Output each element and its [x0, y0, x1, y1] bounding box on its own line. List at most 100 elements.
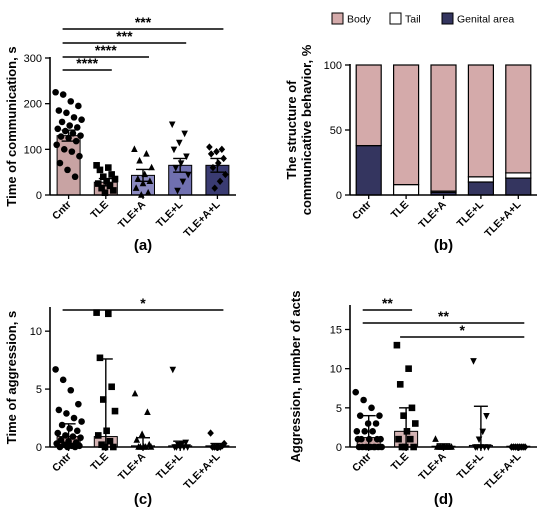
y-tick-label: 10	[330, 364, 342, 376]
data-point	[93, 309, 100, 316]
legend-swatch	[389, 12, 402, 25]
data-point	[176, 139, 183, 147]
x-tick-label: TLE+A	[116, 450, 149, 483]
data-point	[63, 109, 70, 117]
legend-label: Tail	[405, 14, 421, 26]
bar-segment	[467, 176, 494, 183]
y-tick-label: 300	[24, 53, 42, 65]
data-point	[138, 430, 146, 437]
data-point	[52, 366, 59, 373]
data-point	[77, 434, 84, 442]
data-point	[373, 435, 381, 443]
data-point	[111, 407, 119, 415]
x-tick-label: TLE+L	[455, 450, 487, 482]
data-point	[184, 171, 192, 179]
x-tick-label: TLE+L	[154, 450, 186, 482]
data-point	[432, 435, 439, 442]
x-tick-label: TLE+A+L	[482, 450, 523, 491]
data-point	[400, 412, 407, 419]
data-point	[207, 150, 215, 158]
significance-label: ***	[135, 14, 152, 30]
y-tick-label: 0	[36, 190, 42, 202]
data-point	[75, 400, 82, 408]
data-point	[110, 187, 117, 194]
data-point	[168, 121, 176, 129]
y-axis-label: Aggression, number of acts	[288, 291, 303, 463]
bar-segment	[505, 177, 532, 196]
data-point	[211, 184, 219, 192]
data-point	[73, 427, 81, 435]
significance-label: ****	[76, 55, 98, 71]
data-point	[131, 389, 139, 397]
data-point	[352, 388, 360, 396]
data-point	[106, 437, 114, 445]
data-point	[66, 122, 73, 129]
data-point	[66, 425, 73, 432]
data-point	[172, 164, 180, 172]
bar-segment	[355, 64, 382, 147]
x-tick-label: TLE	[88, 451, 111, 474]
data-point	[216, 177, 224, 185]
data-point	[354, 435, 362, 443]
bar-segment	[430, 64, 457, 192]
data-point	[78, 116, 85, 123]
data-point	[58, 421, 66, 429]
y-tick-label: 100	[324, 60, 342, 72]
data-point	[136, 156, 143, 164]
y-axis-label-line: The structure of	[284, 80, 299, 180]
x-tick-label: TLE	[389, 451, 412, 474]
data-point	[376, 412, 383, 419]
data-point	[483, 412, 490, 420]
data-point	[59, 376, 67, 384]
data-point	[55, 107, 63, 114]
data-point	[93, 162, 100, 169]
data-point	[214, 159, 222, 167]
y-axis-label: The structure ofcommunicative behavior, …	[284, 44, 314, 215]
significance-label: *	[140, 295, 146, 311]
data-point	[70, 414, 78, 422]
data-point	[169, 366, 177, 374]
significance-label: ****	[95, 42, 117, 58]
bar-segment	[355, 145, 382, 196]
y-tick-label: 5	[36, 384, 42, 396]
significance-label: *	[459, 322, 465, 338]
data-point	[361, 428, 369, 435]
data-point	[53, 141, 60, 149]
data-point	[99, 173, 107, 181]
data-point	[77, 132, 84, 139]
panel-label: (a)	[134, 237, 152, 254]
data-point	[94, 180, 102, 187]
y-tick-label: 0	[36, 442, 42, 454]
x-tick-label: TLE+A	[416, 450, 449, 483]
data-point	[177, 160, 185, 167]
significance-label: **	[382, 295, 393, 311]
x-tick-label: Cntr	[50, 199, 74, 223]
data-point	[57, 133, 65, 140]
data-point	[406, 435, 414, 443]
data-point	[179, 178, 187, 186]
data-point	[75, 102, 82, 110]
data-point	[96, 166, 104, 174]
data-point	[105, 164, 112, 171]
data-point	[67, 98, 75, 105]
x-tick-label: TLE+A	[416, 198, 449, 231]
data-point	[105, 310, 112, 318]
x-tick-label: TLE	[88, 199, 111, 222]
data-point	[356, 412, 364, 419]
data-point	[368, 404, 375, 412]
data-point	[218, 145, 226, 154]
legend-label: Genital area	[457, 14, 514, 26]
data-point	[69, 130, 77, 137]
data-point	[69, 433, 77, 440]
data-point	[94, 432, 102, 439]
data-point	[183, 153, 190, 161]
data-point	[76, 152, 83, 160]
x-tick-label: TLE+L	[154, 198, 186, 230]
data-point	[52, 88, 59, 96]
x-tick-label: TLE+A+L	[181, 198, 222, 239]
data-point	[99, 396, 107, 403]
